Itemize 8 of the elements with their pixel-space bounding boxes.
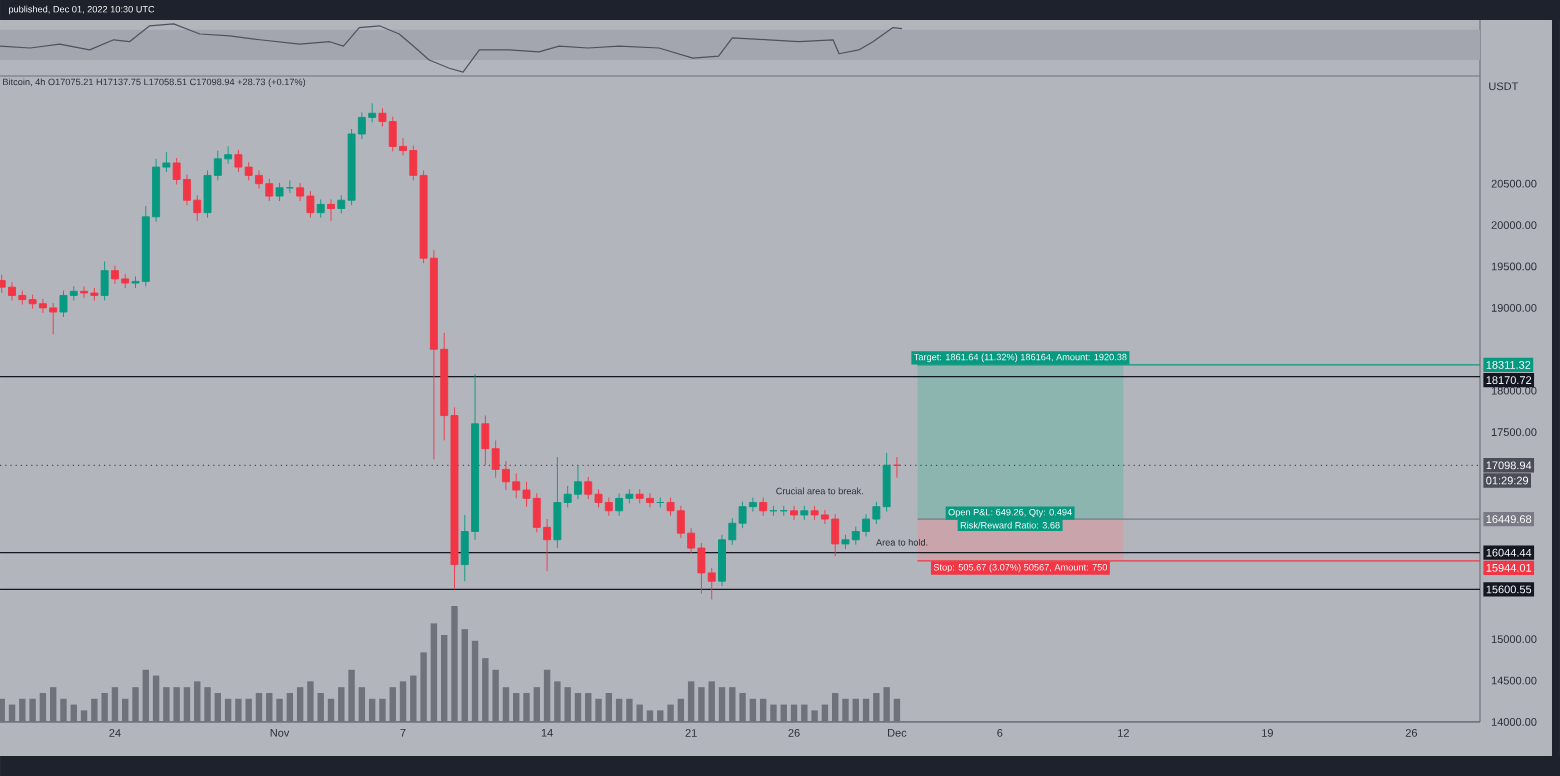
candlestick: [800, 505, 809, 521]
candlestick: [892, 456, 901, 479]
candlestick: [100, 261, 109, 301]
candlestick: [327, 198, 335, 222]
candlestick: [656, 497, 665, 508]
candlestick: [790, 505, 798, 521]
candlestick: [759, 497, 768, 517]
candlestick: [316, 198, 325, 219]
